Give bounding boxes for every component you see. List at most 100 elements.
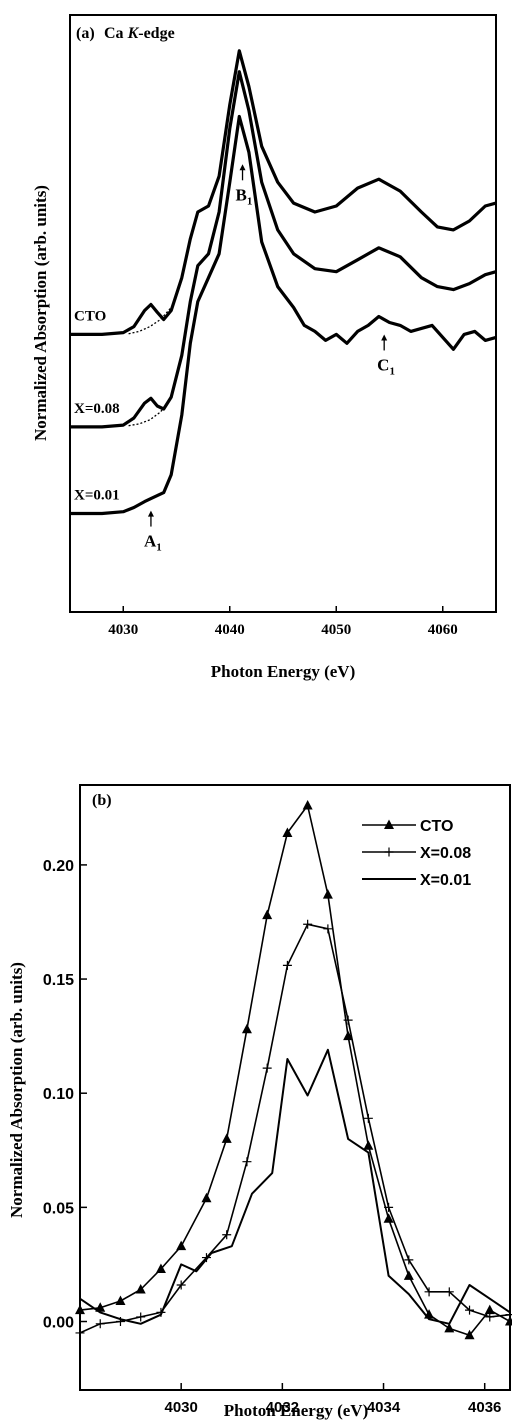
panel-a-y-axis-label: Normalized Absorption (arb. units): [31, 185, 50, 441]
panel-b-series-cto-point-7: [221, 1133, 232, 1143]
panel-a-series-label-x-0-01: X=0.01: [74, 487, 120, 503]
panel-a-x-tick-label-4040: 4040: [215, 622, 245, 638]
panel-b-series-x-0-08-point-8: [242, 1157, 252, 1167]
panel-a-x-tick-label-4060: 4060: [428, 622, 458, 638]
panel-a-series-label-x-0-08: X=0.08: [74, 401, 120, 417]
panel-b-y-tick-label-1: 0.05: [43, 1200, 74, 1217]
panel-a-title-suffix: -edge: [138, 25, 174, 42]
panel-b-x-tick-label-4034: 4034: [367, 1399, 401, 1416]
legend-x-0-08-label: X=0.08: [420, 845, 471, 862]
legend-x-0-08-marker: [384, 847, 394, 857]
panel-a-annotation-a1-subscript: 1: [156, 542, 162, 554]
panel-a-series-cto-baseline: [128, 307, 172, 335]
panel-a-annotation-b1-label: B1: [236, 185, 253, 207]
panel-a-series-x-0-08-line: [70, 70, 497, 429]
panel-b-series-x-0-08-point-12: [323, 924, 333, 934]
panel-b-series-group: [75, 800, 512, 1340]
panel-b-series-x-0-08-point-16: [404, 1255, 414, 1265]
panel-b-series-cto-point-10: [282, 827, 293, 837]
panel-b-x-ticks: 4030 4032 4034 4036: [164, 1383, 501, 1416]
panel-b-legend: CTO X=0.08 X=0.01: [362, 818, 471, 889]
panel-a-label: (a): [76, 25, 95, 42]
panel-b-y-axis-label: Normalized Absorption (arb. units): [7, 962, 26, 1218]
panel-a-series-label-cto: CTO: [74, 308, 106, 324]
panel-b-series-cto-point-20: [484, 1304, 495, 1315]
panel-a-series-labels: CTO X=0.08 X=0.01: [74, 308, 120, 503]
panel-a-annotation-c1-subscript: 1: [389, 365, 395, 377]
panel-a-title-italic: K: [127, 25, 140, 42]
panel-b-chart: (b) 4030 4032 4034 4036 0.00 0.05 0.10 0.15 0.2…: [7, 784, 512, 1420]
panel-b-series-x-0-08-point-11: [303, 919, 313, 929]
panel-b-series-x-0-08-point-1: [95, 1319, 105, 1329]
panel-a-annotation-b1-letter: B: [236, 185, 247, 204]
panel-b-series-cto-point-2: [115, 1295, 126, 1305]
legend-cto-label: CTO: [420, 818, 453, 835]
panel-b-series-x-0-08-point-3: [136, 1312, 146, 1322]
panel-a-x-tick-label-4050: 4050: [321, 622, 351, 638]
panel-b-series-x-0-08-point-20: [485, 1312, 495, 1322]
panel-b-series-cto-point-14: [363, 1140, 374, 1150]
panel-a-series-x-0-08-baseline: [128, 396, 172, 427]
panel-a-annotation-c1-letter: C: [377, 355, 389, 374]
panel-b-y-tick-label-2: 0.10: [43, 1086, 74, 1103]
panel-b-series-x-0-08-point-14: [363, 1113, 373, 1123]
panel-b-series-cto-point-9: [262, 909, 273, 920]
panel-b-y-tick-label-3: 0.15: [43, 972, 74, 989]
panel-b-series-x-0-01-line: [79, 1048, 511, 1325]
panel-b-y-tick-label-4: 0.20: [43, 858, 74, 875]
panel-a-x-axis-label: Photon Energy (eV): [211, 662, 355, 681]
panel-a-annotation-a1-arrow-head: [147, 510, 154, 517]
panel-b-series-cto-point-5: [176, 1240, 187, 1251]
panel-b-series-x-0-08-point-10: [282, 960, 292, 970]
panel-a-series-cto-line: [70, 49, 497, 336]
legend-cto-marker: [384, 819, 394, 829]
panel-b-series-x-0-08-point-0: [75, 1328, 85, 1338]
panel-b-series-cto-point-19: [464, 1329, 475, 1340]
panel-b-series-x-0-08-point-13: [343, 1015, 353, 1025]
panel-a-series-x-0-01-line: [70, 114, 497, 516]
panel-a-chart: (a) Ca K-edge 4030 4040 4050 4060 CTO X=0.08…: [31, 14, 497, 681]
panel-b-series-cto-point-1: [95, 1302, 106, 1312]
panel-a-annotation-a1-letter: A: [144, 532, 157, 551]
panel-b-series-x-0-08-line: [79, 923, 511, 1334]
panel-a-annotation-c1-label: C1: [377, 355, 395, 377]
panel-b-y-ticks: 0.00 0.05 0.10 0.15 0.20: [43, 858, 87, 1332]
panel-b-x-tick-label-4036: 4036: [468, 1399, 501, 1416]
panel-a-series-group: [70, 49, 497, 516]
panel-b-series-cto-point-3: [135, 1284, 146, 1294]
panel-b-series-x-0-08-point-15: [384, 1202, 394, 1212]
panel-b-series-x-0-08-point-5: [176, 1280, 186, 1290]
panel-b-series-cto-point-4: [155, 1263, 166, 1273]
panel-b-plot-frame: [79, 784, 511, 1391]
panel-b-series-cto-point-13: [343, 1030, 354, 1041]
panel-b-label: (b): [92, 792, 112, 809]
panel-b-series-cto-point-16: [403, 1270, 414, 1280]
legend-x-0-01-label: X=0.01: [420, 872, 471, 889]
panel-b-series-x-0-08-point-18: [444, 1287, 454, 1297]
panel-a-title: Ca K-edge: [104, 25, 175, 42]
panel-a-annotation-c1-arrow-head: [381, 334, 388, 341]
panel-b-series-cto-point-6: [201, 1192, 212, 1203]
panel-b-series-cto-point-18: [444, 1322, 455, 1333]
panel-b-y-tick-label-0: 0.00: [43, 1315, 74, 1332]
panel-a-plot-frame: [69, 14, 497, 613]
panel-a-x-tick-label-4030: 4030: [108, 622, 138, 638]
panel-b-x-tick-label-4032: 4032: [266, 1399, 299, 1416]
panel-b-x-axis-label: Photon Energy (eV): [224, 1401, 368, 1420]
panel-a-annotation-b1-arrow-head: [239, 164, 246, 171]
panel-b-series-cto-point-15: [383, 1213, 394, 1223]
panel-b-series-x-0-08-point-9: [262, 1063, 272, 1073]
panel-b-series-cto-point-0: [75, 1304, 85, 1315]
panel-a-annotation-b1-subscript: 1: [247, 195, 253, 207]
panel-b-series-cto-point-12: [322, 889, 333, 899]
panel-a-x-ticks: 4030 4040 4050 4060: [108, 606, 458, 638]
panel-b-x-tick-label-4030: 4030: [164, 1399, 197, 1416]
panel-b-series-cto-point-8: [241, 1023, 252, 1034]
panel-a-title-prefix: Ca: [104, 25, 128, 42]
panel-b-series-x-0-08-point-7: [222, 1230, 232, 1240]
panel-a-annotation-a1-label: A1: [144, 532, 162, 554]
panel-b-series-cto-point-11: [302, 800, 313, 810]
panel-b-series-x-0-08-point-19: [465, 1305, 475, 1315]
